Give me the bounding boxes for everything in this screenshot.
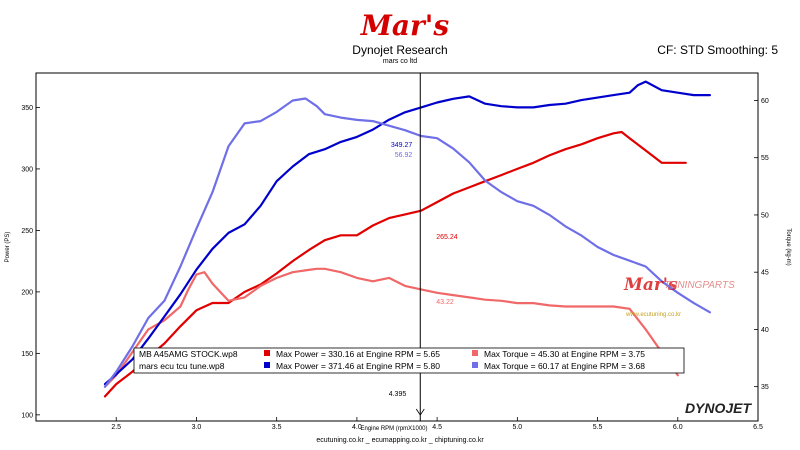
cursor-x-label: 4.395 — [389, 391, 407, 398]
legend-swatch-stock-torque — [472, 350, 478, 356]
cursor-value-tune-torque: 56.92 — [395, 152, 413, 159]
mars-logo: Mar's — [360, 9, 449, 42]
y2-tick-label: 35 — [761, 384, 769, 391]
x-tick-label: 4.0 — [352, 424, 362, 431]
x-tick-label: 6.0 — [673, 424, 683, 431]
chart-title: Dynojet Research — [352, 43, 448, 57]
legend-swatch-stock-power — [264, 350, 270, 356]
stock-torque-line — [103, 267, 679, 388]
legend-stock-power: Max Power = 330.16 at Engine RPM = 5.65 — [276, 349, 440, 359]
y-axis-label: Power (PS) — [5, 232, 11, 263]
y-tick-label: 100 — [21, 412, 33, 419]
cursor-annotations: 349.27 56.92 265.24 43.22 — [391, 142, 458, 306]
legend-run-tune: mars ecu tcu tune.wp8 — [139, 361, 225, 371]
cursor-value-stock-torque: 43.22 — [436, 299, 454, 306]
x-tick-label: 4.5 — [432, 424, 442, 431]
series-lines — [103, 80, 712, 398]
legend-swatch-tune-torque — [472, 362, 478, 368]
legend: MB A45AMG STOCK.wp8 Max Power = 330.16 a… — [133, 347, 685, 374]
chart-subtitle: mars co ltd — [382, 58, 418, 65]
axis-ticks: 2.5 3.0 3.5 4.0 4.5 5.0 5.5 6.0 6.5 100 150 200 250 3… — [21, 98, 769, 431]
tune-power-line — [103, 80, 712, 386]
legend-tune-power: Max Power = 371.46 at Engine RPM = 5.80 — [276, 361, 440, 371]
x-tick-label: 6.5 — [753, 424, 763, 431]
y-tick-label: 350 — [21, 105, 33, 112]
correction-smoothing-label: CF: STD Smoothing: 5 — [657, 43, 778, 57]
x-tick-label: 2.5 — [111, 424, 121, 431]
legend-tune-torque: Max Torque = 60.17 at Engine RPM = 3.68 — [484, 361, 645, 371]
x-tick-label: 5.0 — [512, 424, 522, 431]
y2-tick-label: 55 — [761, 155, 769, 162]
y2-tick-label: 60 — [761, 98, 769, 105]
footer-sites: ecutuning.co.kr _ ecumapping.co.kr _ chi… — [316, 437, 484, 444]
y2-axis-label: Torque (kg-m) — [785, 228, 791, 265]
y2-tick-label: 45 — [761, 270, 769, 277]
y2-tick-label: 40 — [761, 327, 769, 334]
legend-run-stock: MB A45AMG STOCK.wp8 — [139, 349, 238, 359]
watermark-text: TUNINGPARTS — [664, 280, 735, 291]
y-tick-label: 250 — [21, 228, 33, 235]
y-tick-label: 300 — [21, 166, 33, 173]
dynojet-brand: DYNOJET — [685, 400, 753, 416]
cursor-value-stock-power: 265.24 — [436, 234, 458, 241]
x-tick-label: 3.0 — [192, 424, 202, 431]
x-tick-label: 3.5 — [272, 424, 282, 431]
tune-torque-line — [103, 97, 712, 388]
plot-frame — [35, 72, 759, 422]
watermark-logo: Mar's — [623, 275, 678, 295]
watermark-url: www.ecutuning.co.kr — [625, 312, 681, 318]
stock-power-line — [103, 130, 687, 398]
legend-stock-torque: Max Torque = 45.30 at Engine RPM = 3.75 — [484, 349, 645, 359]
legend-box — [133, 347, 685, 374]
legend-swatch-tune-power — [264, 362, 270, 368]
y2-tick-label: 50 — [761, 212, 769, 219]
x-axis-label: Engine RPM (rpmX1000) — [360, 426, 427, 432]
mars-logo-text: Mar's — [360, 9, 449, 42]
y-tick-label: 150 — [21, 351, 33, 358]
x-tick-label: 5.5 — [593, 424, 603, 431]
cursor-value-tune-power: 349.27 — [391, 142, 413, 149]
y-tick-label: 200 — [21, 289, 33, 296]
